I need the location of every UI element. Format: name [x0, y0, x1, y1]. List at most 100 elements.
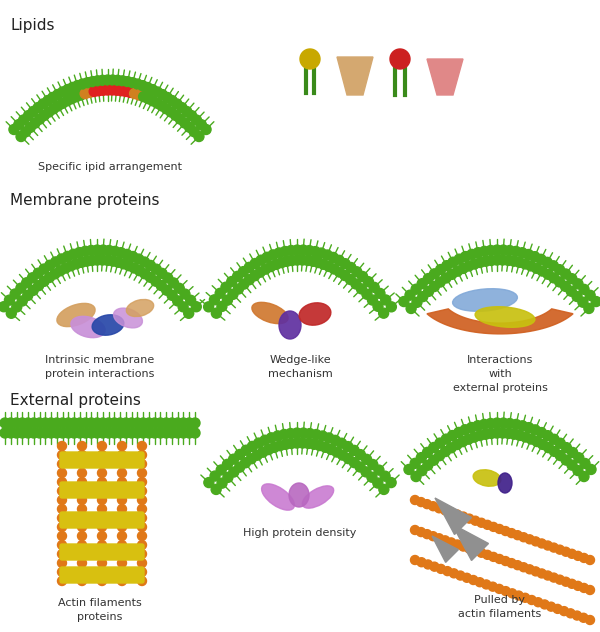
Circle shape [235, 462, 245, 472]
Circle shape [17, 418, 27, 428]
Circle shape [461, 252, 470, 262]
Circle shape [279, 430, 289, 439]
Circle shape [97, 478, 107, 487]
Circle shape [244, 262, 254, 272]
Circle shape [162, 92, 172, 102]
Circle shape [137, 576, 146, 585]
Circle shape [178, 428, 188, 438]
Circle shape [475, 257, 485, 267]
Circle shape [77, 576, 86, 585]
Circle shape [443, 567, 452, 576]
Circle shape [167, 418, 177, 428]
Circle shape [487, 255, 496, 265]
Circle shape [355, 449, 365, 459]
Circle shape [33, 268, 43, 278]
Circle shape [416, 528, 425, 537]
Circle shape [343, 442, 353, 452]
Circle shape [585, 290, 595, 300]
Circle shape [335, 267, 344, 277]
Circle shape [76, 257, 86, 267]
Circle shape [511, 246, 521, 257]
Circle shape [448, 430, 458, 441]
Circle shape [145, 260, 155, 270]
Circle shape [380, 471, 390, 481]
Circle shape [68, 249, 79, 259]
Circle shape [481, 256, 491, 266]
Circle shape [58, 549, 67, 559]
Ellipse shape [289, 483, 309, 507]
Circle shape [0, 428, 10, 438]
Circle shape [204, 478, 214, 487]
Circle shape [86, 428, 97, 438]
Circle shape [45, 260, 55, 270]
Circle shape [326, 444, 336, 454]
Circle shape [367, 295, 377, 305]
Circle shape [23, 291, 33, 300]
Circle shape [473, 248, 483, 258]
Circle shape [268, 250, 278, 260]
Circle shape [527, 595, 536, 604]
Circle shape [266, 433, 277, 443]
Circle shape [97, 255, 107, 265]
Circle shape [309, 439, 319, 449]
Circle shape [107, 85, 117, 95]
Circle shape [97, 495, 107, 504]
Circle shape [58, 576, 67, 585]
Circle shape [544, 442, 554, 453]
Circle shape [75, 428, 85, 438]
Circle shape [255, 267, 265, 277]
Circle shape [151, 264, 161, 274]
Circle shape [139, 92, 149, 102]
Circle shape [292, 255, 302, 265]
Circle shape [118, 495, 127, 504]
Circle shape [324, 433, 334, 443]
Circle shape [44, 272, 55, 283]
Circle shape [452, 266, 463, 276]
Circle shape [358, 272, 368, 281]
Circle shape [505, 245, 515, 255]
Circle shape [584, 303, 594, 313]
FancyBboxPatch shape [60, 482, 144, 498]
Circle shape [174, 283, 184, 293]
Circle shape [310, 246, 320, 257]
Circle shape [492, 255, 502, 265]
Circle shape [138, 428, 148, 438]
Circle shape [138, 418, 148, 428]
Circle shape [566, 609, 575, 618]
Circle shape [475, 578, 484, 586]
Polygon shape [432, 536, 458, 562]
Circle shape [311, 430, 321, 439]
Text: Interactions
with
external proteins: Interactions with external proteins [452, 355, 547, 393]
Circle shape [586, 556, 595, 564]
Circle shape [58, 418, 68, 428]
Ellipse shape [299, 303, 331, 325]
FancyBboxPatch shape [60, 512, 144, 528]
Circle shape [140, 257, 149, 267]
Circle shape [260, 264, 271, 274]
Circle shape [549, 434, 559, 444]
Text: High protein density: High protein density [244, 528, 356, 538]
Circle shape [157, 269, 167, 278]
Circle shape [113, 257, 123, 267]
Polygon shape [427, 59, 463, 95]
Circle shape [28, 106, 38, 116]
Circle shape [501, 526, 510, 535]
Circle shape [580, 458, 590, 468]
Circle shape [58, 459, 67, 468]
Circle shape [178, 302, 188, 312]
Circle shape [580, 554, 589, 562]
Circle shape [77, 451, 86, 459]
Circle shape [134, 254, 143, 264]
Circle shape [543, 430, 553, 441]
Circle shape [275, 441, 285, 451]
Circle shape [97, 442, 107, 451]
Circle shape [332, 447, 342, 457]
Circle shape [467, 250, 477, 259]
Circle shape [435, 438, 445, 448]
Circle shape [184, 308, 194, 319]
Circle shape [68, 82, 77, 92]
Circle shape [459, 542, 468, 551]
Circle shape [440, 506, 449, 515]
Circle shape [137, 487, 146, 495]
Circle shape [530, 425, 540, 435]
